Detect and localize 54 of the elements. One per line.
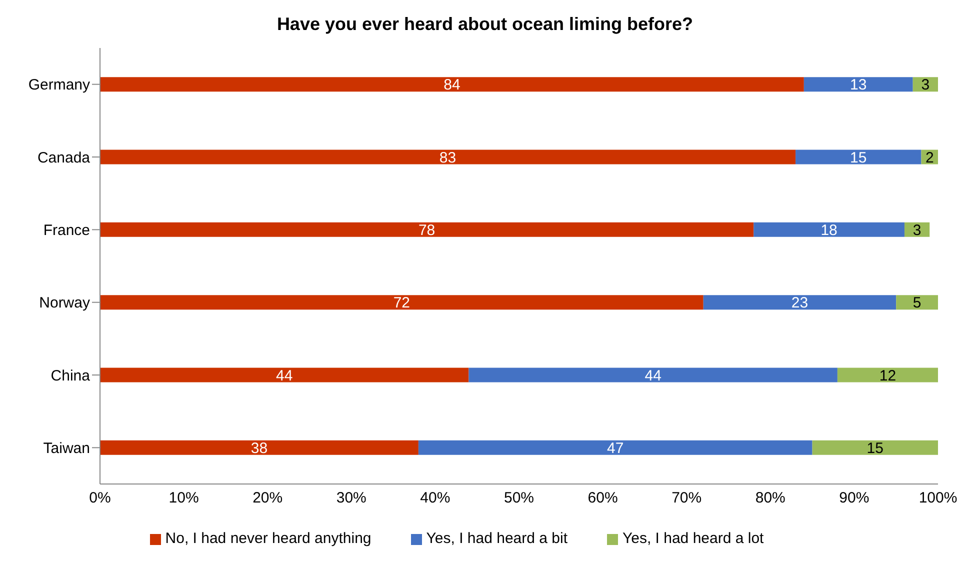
bar [804,77,913,92]
data-label: 44 [276,367,293,384]
data-label: 47 [607,440,624,457]
bar [100,222,754,237]
x-tick-label: 80% [755,490,786,507]
x-tick-label: 70% [672,490,702,507]
x-tick-label: 20% [252,490,283,507]
data-label: 3 [921,76,930,94]
x-tick-label: 100% [918,490,958,507]
data-label: 15 [866,440,884,457]
data-label: 3 [912,222,922,239]
x-tick-label: 60% [588,490,618,507]
bar [703,295,896,310]
x-tick-label: 50% [504,490,534,507]
y-tick-label: Canada [37,149,91,166]
bar [100,295,704,310]
y-tick-label: Norway [39,294,90,312]
x-tick-label: 90% [839,490,870,507]
bar [468,368,838,382]
data-label: 83 [439,149,456,166]
bar [100,368,469,382]
data-label: 38 [250,440,268,457]
data-label: 12 [879,367,896,384]
data-label: 2 [925,149,934,166]
legend-label: Yes, I had heard a bit [426,530,568,547]
data-label: 44 [644,367,662,384]
data-label: 5 [912,294,922,312]
x-tick-label: 40% [420,490,450,507]
x-tick-label: 10% [168,490,199,507]
bar [100,150,796,164]
bar [754,222,904,237]
bar [896,295,938,310]
legend-label: Yes, I had heard a lot [622,530,764,547]
chart-title: Have you ever heard about ocean liming before? [276,13,694,36]
data-label: 13 [850,76,867,94]
data-label: 15 [850,149,867,166]
bar [837,368,938,382]
x-tick-label: 0% [89,490,111,507]
bar [100,77,804,92]
y-tick-label: China [50,367,91,384]
data-label: 84 [444,76,460,94]
bar [796,150,922,164]
bar [418,440,812,455]
data-label: 18 [820,222,838,239]
y-tick-label: Germany [28,76,90,94]
bar [100,440,418,455]
data-label: 78 [418,222,436,239]
y-tick-label: Taiwan [43,440,90,457]
legend-label: No, I had never heard anything [165,530,372,547]
y-tick-label: France [43,222,90,239]
x-tick-label: 30% [336,490,366,507]
bar [812,440,938,455]
data-label: 72 [393,294,410,312]
data-label: 23 [791,294,808,312]
